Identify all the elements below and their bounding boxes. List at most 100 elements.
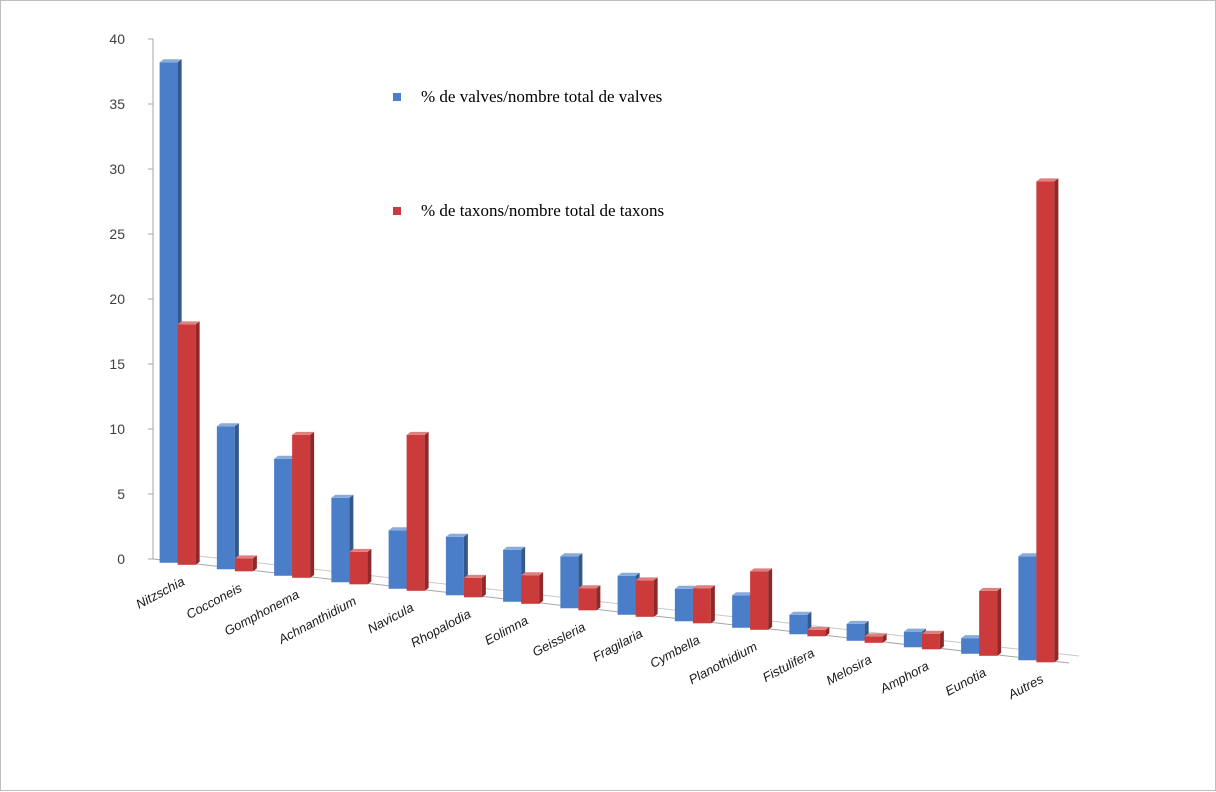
bar-front-face	[274, 458, 293, 576]
bar-front-face	[331, 497, 350, 583]
y-tick-label: 30	[109, 161, 125, 177]
bar-side-face	[596, 585, 601, 611]
y-tick-label: 25	[109, 226, 125, 242]
x-tick-label: Melosira	[824, 652, 874, 688]
bar-side-face	[882, 633, 887, 643]
bar-top-face	[846, 620, 869, 624]
bar-taxons	[406, 431, 429, 591]
bar-taxons	[349, 548, 372, 585]
x-tick-label: Fragilaria	[590, 626, 645, 665]
bar-side-face	[252, 555, 257, 572]
bar-taxons	[463, 574, 486, 598]
legend: % de valves/nombre total de valves % de …	[393, 87, 664, 220]
bar-front-face	[1036, 181, 1055, 663]
y-tick-label: 40	[109, 31, 125, 47]
bar-front-face	[388, 530, 407, 589]
x-tick-label: Autres	[1005, 671, 1047, 703]
y-tick-label: 5	[117, 486, 125, 502]
bar-taxons	[578, 585, 601, 611]
legend-label-taxons: % de taxons/nombre total de taxons	[421, 201, 664, 220]
bar-front-face	[503, 549, 522, 602]
bar-top-face	[578, 585, 601, 589]
y-tick-label: 35	[109, 96, 125, 112]
bar-taxons	[1036, 178, 1059, 663]
bar-top-face	[789, 611, 812, 615]
bar-top-face	[234, 555, 257, 559]
bar-front-face	[903, 631, 922, 648]
bar-front-face	[979, 590, 998, 656]
bar-front-face	[1018, 556, 1037, 661]
bar-side-face	[539, 572, 544, 604]
x-tick-label: Amphora	[877, 658, 932, 696]
bar-front-face	[617, 575, 636, 615]
x-tick-label: Geissleria	[530, 619, 588, 659]
bar-side-face	[997, 587, 1002, 656]
legend-swatch-taxons	[393, 207, 401, 215]
y-tick-label: 15	[109, 356, 125, 372]
legend-swatch-valves	[393, 93, 401, 101]
bar-top-face	[463, 574, 486, 578]
bar-front-face	[674, 588, 693, 622]
bar-taxons	[635, 577, 658, 617]
bar-side-face	[653, 577, 658, 617]
bar-valves	[216, 423, 239, 570]
bar-top-face	[292, 431, 315, 435]
bar-front-face	[349, 551, 368, 585]
y-tick-label: 0	[117, 551, 125, 567]
bars-layer	[159, 59, 1059, 663]
bar-top-face	[692, 585, 715, 589]
bar-taxons	[234, 555, 257, 572]
x-tick-label: Eunotia	[943, 665, 989, 699]
x-tick-label: Cocconeis	[184, 580, 245, 622]
bar-top-face	[274, 455, 297, 459]
bar-taxons	[692, 585, 715, 624]
bar-side-face	[768, 568, 773, 630]
bar-top-face	[349, 548, 372, 552]
bar-front-face	[463, 577, 482, 598]
bar-front-face	[692, 588, 711, 624]
bar-top-face	[864, 633, 887, 637]
bar-front-face	[560, 556, 579, 609]
bar-taxons	[750, 568, 773, 630]
bar-front-face	[292, 434, 311, 578]
bar-front-face	[864, 636, 883, 643]
bar-front-face	[846, 623, 865, 641]
bar-top-face	[979, 587, 1002, 591]
bar-top-face	[159, 59, 182, 63]
bar-top-face	[388, 527, 411, 531]
bar-side-face	[234, 423, 239, 570]
bar-top-face	[617, 572, 640, 576]
bar-top-face	[177, 321, 200, 325]
bar-front-face	[807, 629, 826, 637]
bar-top-face	[1036, 178, 1059, 182]
bar-top-face	[903, 628, 926, 632]
bar-front-face	[521, 575, 540, 604]
bar-taxons	[864, 633, 887, 643]
x-tick-label: Rhopalodia	[408, 606, 473, 650]
bar-top-face	[1018, 553, 1041, 557]
bar-side-face	[481, 574, 486, 598]
y-tick-label: 20	[109, 291, 125, 307]
bar-side-face	[310, 431, 315, 578]
bar-front-face	[750, 571, 769, 630]
bar-front-face	[635, 580, 654, 617]
bar-taxons	[521, 572, 544, 604]
x-tick-label: Fistulifera	[760, 645, 817, 685]
bar-taxons	[979, 587, 1002, 656]
bar-taxons	[921, 630, 944, 650]
bar-side-face	[825, 626, 830, 637]
bar-top-face	[961, 635, 984, 639]
bar-top-face	[635, 577, 658, 581]
bar-top-face	[921, 630, 944, 634]
x-tick-label: Cymbella	[647, 632, 702, 671]
x-tick-label: Navicula	[365, 600, 416, 637]
bar-front-face	[961, 638, 980, 654]
bar-top-face	[445, 533, 468, 537]
legend-label-valves: % de valves/nombre total de valves	[421, 87, 662, 106]
bar-side-face	[195, 321, 200, 565]
bar-top-face	[216, 423, 239, 427]
bar-front-face	[159, 62, 178, 563]
bar-taxons	[177, 321, 200, 565]
